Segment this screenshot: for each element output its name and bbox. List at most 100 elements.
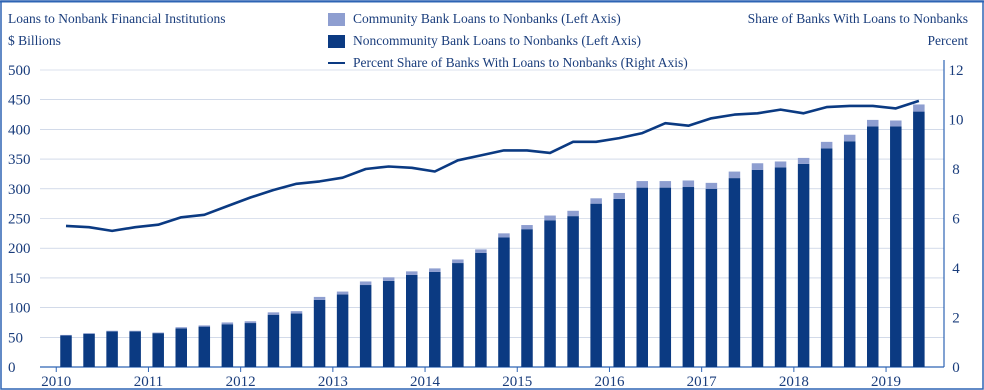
left-tick-label: 500 <box>8 63 31 79</box>
legend-item-community: Community Bank Loans to Nonbanks (Left A… <box>328 8 688 30</box>
bar-noncommunity <box>843 141 856 367</box>
bar-noncommunity <box>359 285 372 367</box>
x-tick-label: 2017 <box>687 374 718 390</box>
left-tick-label: 450 <box>8 93 31 109</box>
left-tick-label: 350 <box>8 152 31 168</box>
bar-community <box>452 259 464 264</box>
bar-community <box>221 322 234 325</box>
right-tick-label: 10 <box>949 113 964 129</box>
right-tick-label: 4 <box>952 261 960 277</box>
bar-noncommunity <box>429 271 441 367</box>
right-tick-label: 0 <box>952 360 960 376</box>
bar-noncommunity <box>336 294 349 367</box>
bar-noncommunity <box>636 187 648 367</box>
bar-noncommunity <box>452 263 464 367</box>
line-share-of-banks <box>65 99 920 233</box>
bar-community <box>867 119 879 127</box>
bar-noncommunity <box>705 188 718 367</box>
bar-noncommunity <box>406 274 418 367</box>
bar-noncommunity <box>106 331 118 367</box>
left-tick-label: 0 <box>8 360 16 376</box>
bar-community <box>913 104 925 112</box>
bar-noncommunity <box>290 313 303 367</box>
right-tick-label: 2 <box>952 311 960 327</box>
bar-community <box>820 141 833 149</box>
right-tick-label: 8 <box>952 162 960 178</box>
bar-community <box>244 321 257 324</box>
bar-noncommunity <box>751 169 764 367</box>
bar-community <box>590 198 602 204</box>
x-tick-label: 2012 <box>226 374 256 390</box>
bar-community <box>521 225 533 230</box>
bar-community <box>567 210 579 217</box>
bar-community <box>313 296 326 300</box>
bar-noncommunity <box>682 187 695 367</box>
x-tick-label: 2015 <box>502 374 532 390</box>
bar-noncommunity <box>267 314 280 367</box>
legend-swatch-share <box>328 62 345 64</box>
bar-noncommunity <box>521 229 533 367</box>
bar-noncommunity <box>659 187 672 367</box>
bar-noncommunity <box>152 333 164 367</box>
legend-label-noncommunity: Noncommunity Bank Loans to Nonbanks (Lef… <box>353 33 641 48</box>
bar-noncommunity <box>83 333 95 367</box>
right-tick-label: 12 <box>949 63 964 79</box>
left-tick-label: 400 <box>8 122 31 138</box>
bar-noncommunity <box>728 178 741 367</box>
bar-community <box>843 134 856 142</box>
left-tick-label: 150 <box>8 271 31 287</box>
x-tick-label: 2011 <box>134 374 163 390</box>
legend-item-share: Percent Share of Banks With Loans to Non… <box>328 52 688 74</box>
bar-noncommunity <box>913 111 925 367</box>
bar-noncommunity <box>198 326 211 367</box>
x-tick-label: 2016 <box>594 374 625 390</box>
bar-community <box>659 181 672 188</box>
bar-community <box>106 330 118 332</box>
bar-community <box>544 215 556 221</box>
x-tick-label: 2019 <box>871 374 901 390</box>
bar-community <box>498 233 510 238</box>
x-tick-label: 2010 <box>41 374 71 390</box>
bar-community <box>429 268 441 272</box>
x-tick-label: 2014 <box>410 374 441 390</box>
bar-noncommunity <box>60 335 72 367</box>
bar-noncommunity <box>820 148 833 367</box>
bar-noncommunity <box>175 328 187 367</box>
x-tick-label: 2013 <box>318 374 348 390</box>
bar-community <box>152 332 164 334</box>
bar-noncommunity <box>890 126 902 368</box>
left-axis-title: Loans to Nonbank Financial Institutions <box>8 11 226 26</box>
bar-noncommunity <box>797 163 810 367</box>
legend-label-share: Percent Share of Banks With Loans to Non… <box>353 55 688 70</box>
bar-noncommunity <box>774 167 787 367</box>
bar-community <box>475 249 487 253</box>
bar-noncommunity <box>498 237 510 367</box>
left-tick-label: 300 <box>8 182 31 198</box>
legend-swatch-noncommunity <box>328 34 345 48</box>
bar-community <box>406 271 418 275</box>
bar-noncommunity <box>129 331 141 367</box>
bar-community <box>705 182 718 189</box>
legend-item-noncommunity: Noncommunity Bank Loans to Nonbanks (Lef… <box>328 30 688 52</box>
bar-noncommunity <box>382 280 395 367</box>
bar-noncommunity <box>867 126 879 368</box>
bar-community <box>682 180 695 188</box>
bar-community <box>636 181 648 188</box>
bar-community <box>198 325 211 327</box>
bar-community <box>129 330 141 332</box>
bar-noncommunity <box>244 323 257 367</box>
bar-community <box>797 157 810 164</box>
left-axis-unit: $ Billions <box>8 33 61 48</box>
bar-noncommunity <box>613 198 625 367</box>
bar-community <box>290 311 303 314</box>
bar-noncommunity <box>567 216 579 367</box>
bar-community <box>83 333 95 334</box>
bar-community <box>890 120 902 127</box>
bar-community <box>382 277 395 281</box>
bar-community <box>774 161 787 168</box>
bar-community <box>175 327 187 329</box>
bar-community <box>751 163 764 170</box>
